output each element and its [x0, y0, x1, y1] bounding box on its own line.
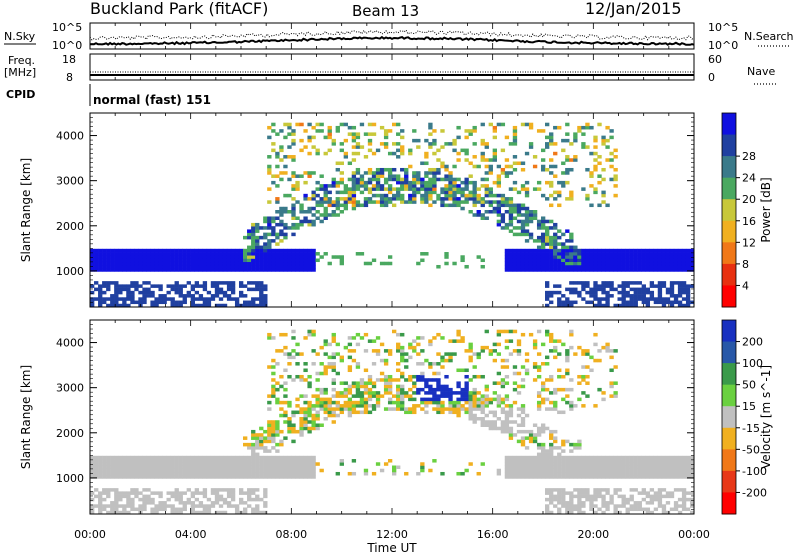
freq-tick-bottom: 8 — [66, 71, 73, 84]
vel-ytick-label: 2000 — [56, 427, 84, 440]
noise-tick-right-bottom: 10^0 — [708, 39, 738, 52]
power-ytick-label: 1000 — [56, 265, 84, 278]
time-tick-label: 04:00 — [175, 528, 207, 541]
velocity-heatmap — [90, 329, 695, 515]
power-colorbar-tick: 20 — [742, 193, 756, 206]
noise-tick-left-top: 10^5 — [52, 21, 82, 34]
power-colorbar-label: Power [dB] — [759, 177, 773, 242]
time-tick-label: 08:00 — [275, 528, 307, 541]
velocity-colorbar: 200 100 50 15 -15 -50 -100 -200 — [721, 319, 767, 515]
power-heatmap — [90, 122, 695, 308]
nave-tick-top: 60 — [708, 53, 722, 66]
freq-label: Freq. — [8, 54, 35, 67]
noise-tick-left-bottom: 10^0 — [52, 39, 82, 52]
vel-colorbar-tick: 100 — [742, 357, 763, 370]
plot-title: Buckland Park (fitACF) — [90, 0, 268, 18]
power-colorbar: 4 8 12 16 20 24 28 — [721, 112, 756, 308]
time-tick-label: 00:00 — [74, 528, 106, 541]
nsearch-label: N.Search — [744, 30, 794, 43]
vel-ytick-label: 4000 — [56, 337, 84, 350]
power-colorbar-tick: 4 — [742, 279, 749, 292]
cpid-label: CPID — [6, 88, 35, 101]
power-colorbar-tick: 28 — [742, 150, 756, 163]
noise-traces — [89, 29, 695, 46]
nsearch-trace — [89, 29, 695, 41]
vel-colorbar-tick: 15 — [742, 400, 756, 413]
vel-colorbar-tick: -100 — [742, 465, 767, 478]
power-ytick-label: 2000 — [56, 220, 84, 233]
time-tick-label: 16:00 — [477, 528, 509, 541]
beam-label: Beam 13 — [352, 2, 419, 20]
vel-colorbar-tick: -15 — [742, 422, 760, 435]
vel-colorbar-tick: 50 — [742, 379, 756, 392]
power-colorbar-tick: 12 — [742, 236, 756, 249]
power-ylabel: Slant Range [km] — [19, 158, 33, 262]
nave-tick-bottom: 0 — [708, 71, 715, 84]
power-colorbar-tick: 16 — [742, 215, 756, 228]
power-ytick-label: 4000 — [56, 130, 84, 143]
time-tick-label: 00:00 — [678, 528, 710, 541]
power-y-axis: 1000 2000 3000 4000 — [56, 112, 694, 308]
power-colorbar-tick: 8 — [742, 258, 749, 271]
power-ytick-label: 3000 — [56, 175, 84, 188]
vel-colorbar-tick: -200 — [742, 486, 767, 499]
vel-colorbar-tick: -50 — [742, 443, 760, 456]
time-axis: 00:00 04:00 08:00 12:00 16:00 20:00 00:00 — [74, 23, 710, 541]
vel-colorbar-tick: 200 — [742, 336, 763, 349]
x-axis-label: Time UT — [366, 541, 417, 554]
power-colorbar-tick: 24 — [742, 172, 756, 185]
time-tick-label: 12:00 — [376, 528, 408, 541]
velocity-y-axis: 1000 2000 3000 4000 — [56, 319, 694, 515]
vel-ytick-label: 1000 — [56, 472, 84, 485]
noise-tick-right-top: 10^5 — [708, 21, 738, 34]
nsky-label: N.Sky — [4, 30, 36, 43]
freq-unit-label: [MHz] — [4, 66, 36, 79]
time-tick-label: 20:00 — [577, 528, 609, 541]
cpid-text: normal (fast) 151 — [93, 93, 211, 107]
nave-label: Nave — [747, 65, 775, 78]
velocity-colorbar-label: Velocity [m s^-1] — [759, 365, 773, 469]
freq-tick-top: 18 — [62, 53, 76, 66]
date-label: 12/Jan/2015 — [585, 0, 682, 18]
velocity-ylabel: Slant Range [km] — [19, 365, 33, 469]
vel-ytick-label: 3000 — [56, 382, 84, 395]
